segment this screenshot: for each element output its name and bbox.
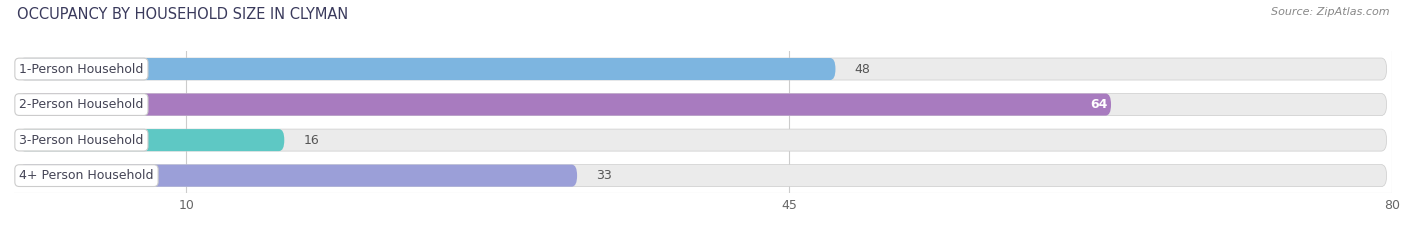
Text: 2-Person Household: 2-Person Household (20, 98, 143, 111)
Text: 64: 64 (1091, 98, 1108, 111)
Text: 16: 16 (304, 134, 319, 147)
Text: 48: 48 (855, 62, 870, 75)
FancyBboxPatch shape (20, 129, 1386, 151)
Text: 4+ Person Household: 4+ Person Household (20, 169, 153, 182)
FancyBboxPatch shape (20, 164, 1386, 187)
FancyBboxPatch shape (20, 93, 1111, 116)
Text: 3-Person Household: 3-Person Household (20, 134, 143, 147)
Text: OCCUPANCY BY HOUSEHOLD SIZE IN CLYMAN: OCCUPANCY BY HOUSEHOLD SIZE IN CLYMAN (17, 7, 349, 22)
FancyBboxPatch shape (20, 164, 576, 187)
FancyBboxPatch shape (20, 58, 835, 80)
Text: 33: 33 (596, 169, 612, 182)
Text: 1-Person Household: 1-Person Household (20, 62, 143, 75)
FancyBboxPatch shape (20, 129, 284, 151)
FancyBboxPatch shape (20, 58, 1386, 80)
Text: Source: ZipAtlas.com: Source: ZipAtlas.com (1271, 7, 1389, 17)
FancyBboxPatch shape (20, 93, 1386, 116)
